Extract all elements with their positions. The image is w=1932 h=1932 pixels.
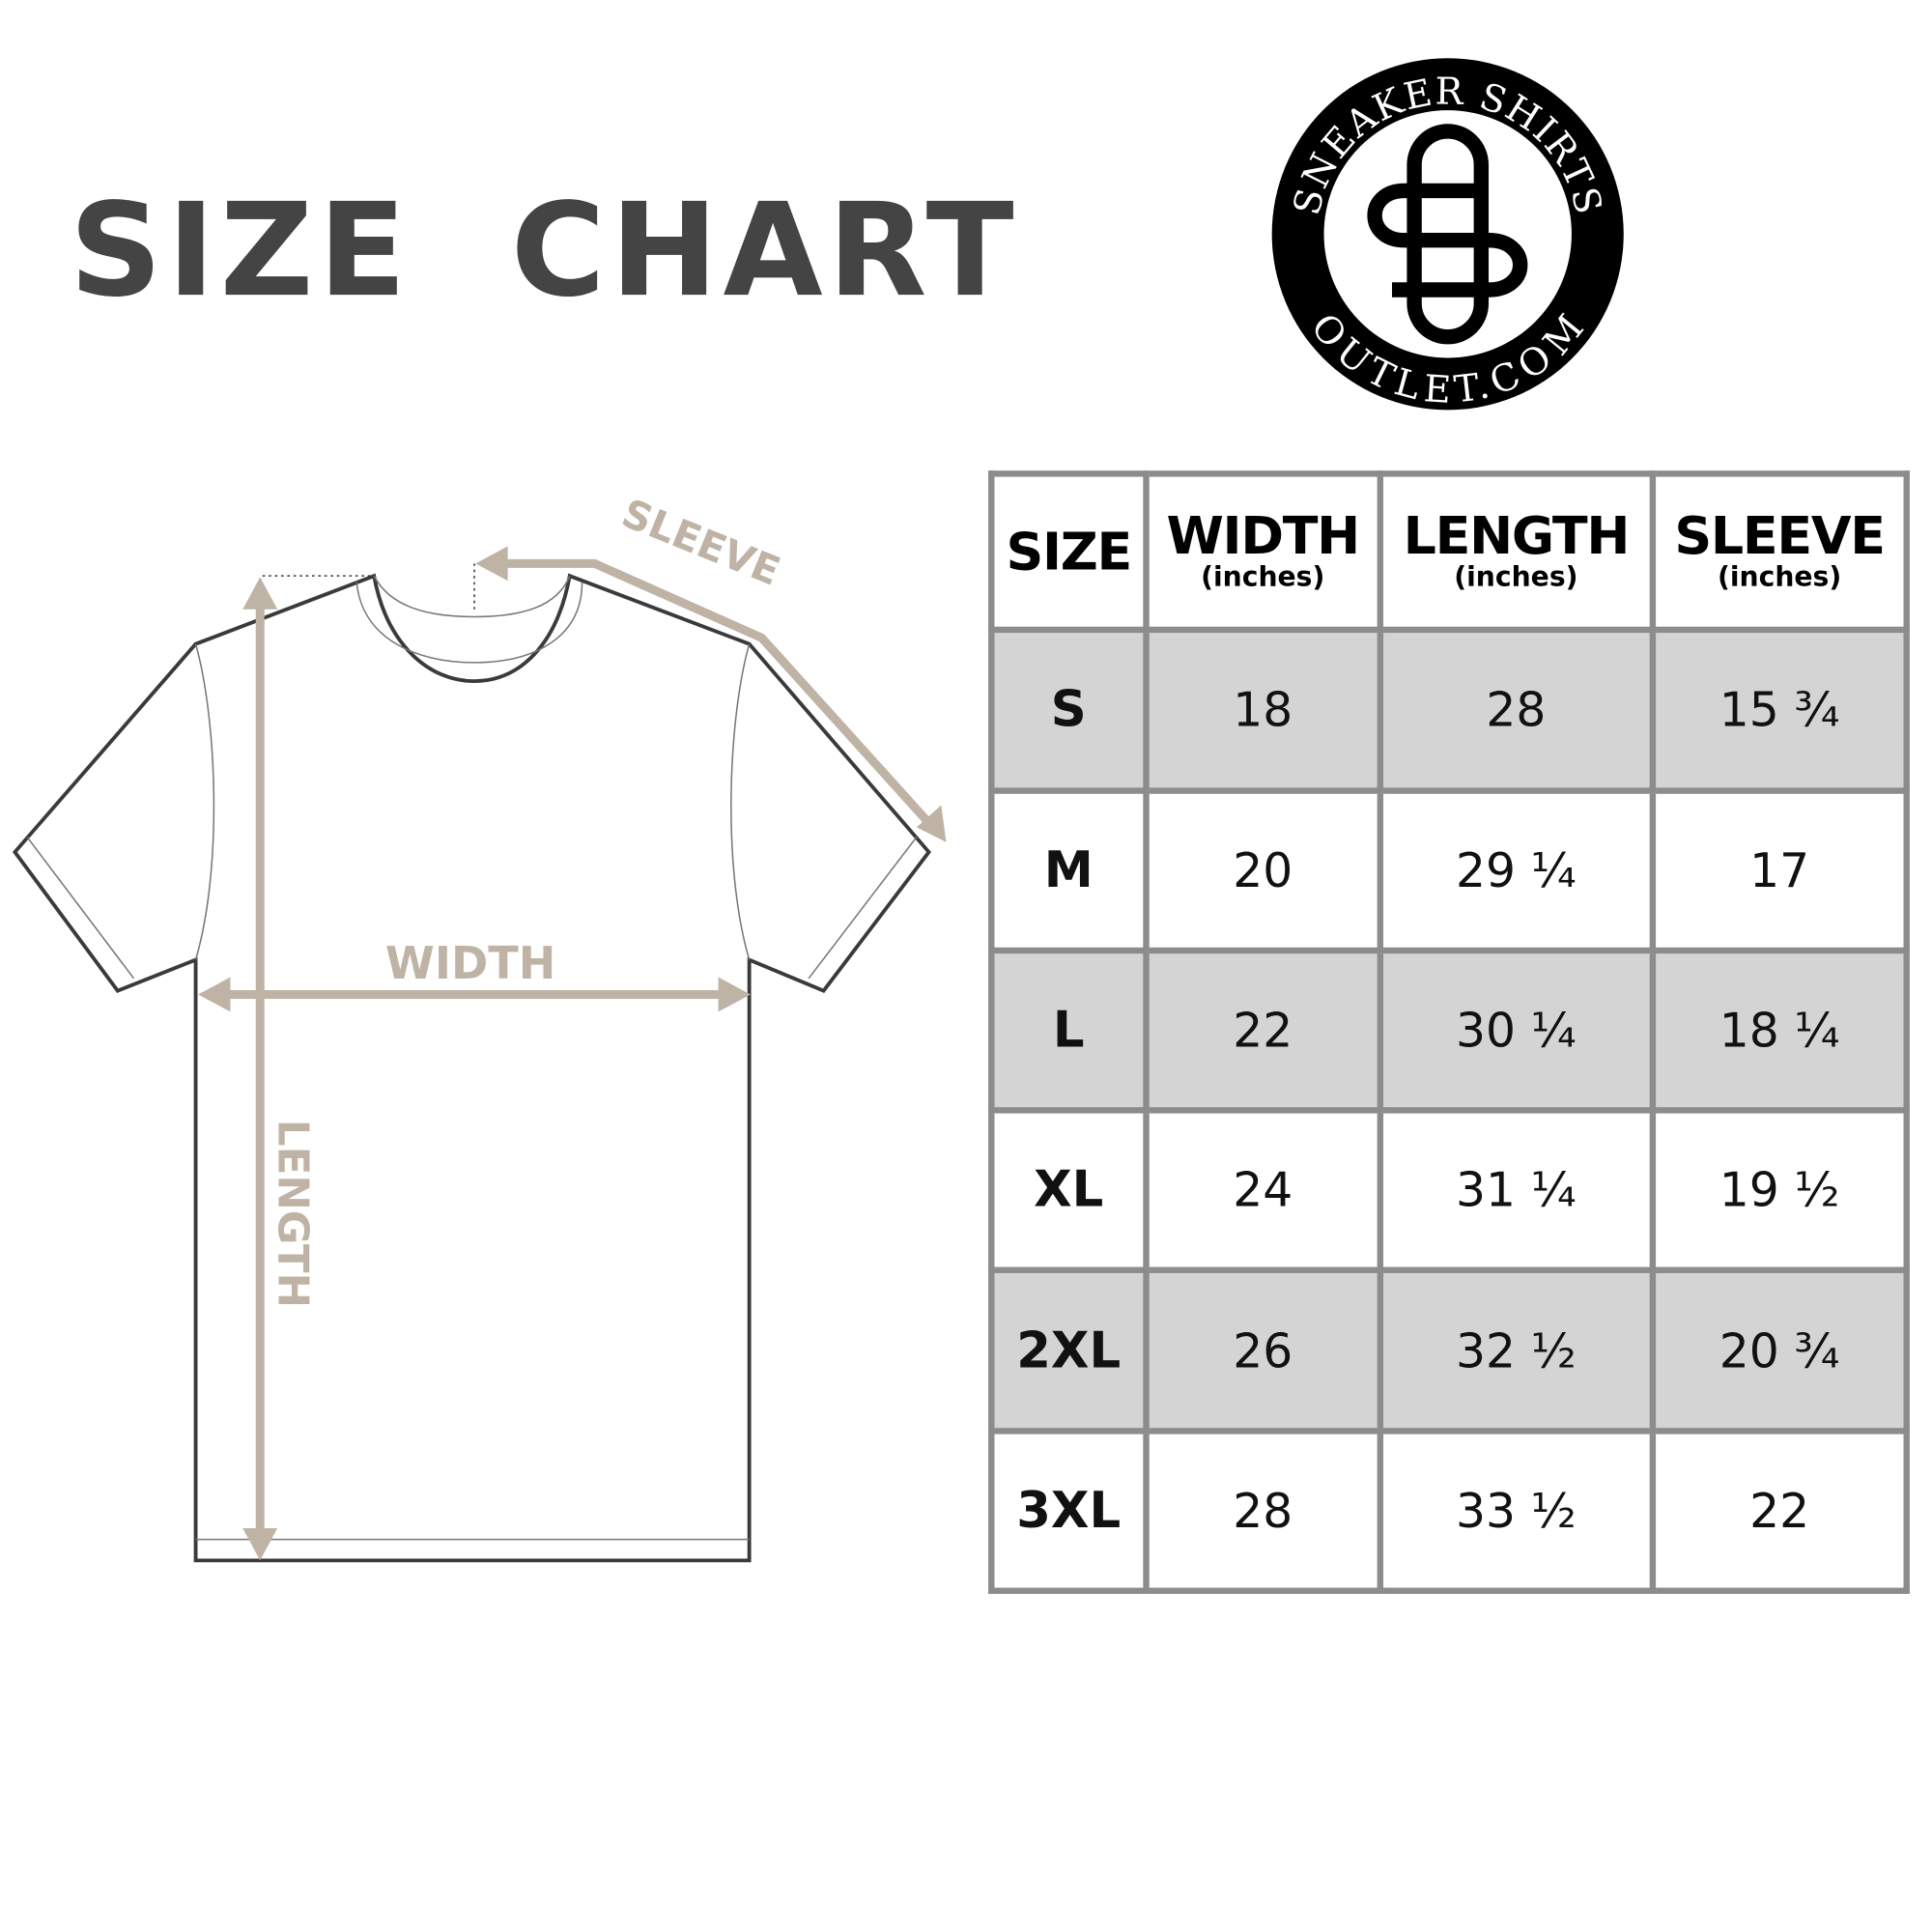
right-sleeve-hem [808,837,918,980]
cell-width: 22 [1142,947,1383,1114]
table-row: M 20 29 ¼ 17 [988,786,1910,953]
length-arrowhead-top [242,577,278,610]
table-row: S 18 28 15 ¾ [988,627,1910,794]
cell-size: M [988,786,1150,953]
cell-sleeve: 20 ¾ [1649,1267,1910,1435]
width-arrowhead-left [198,977,231,1012]
sneaker-shirts-outlet-logo: SNEAKER SHIRTS OUTLET.COM [1271,58,1624,412]
cell-sleeve: 22 [1649,1427,1910,1595]
cell-size: S [988,627,1150,794]
size-table: SIZE WIDTH (inches) LENGTH (inches) SLEEVE… [988,470,1910,1595]
table-header-row: SIZE WIDTH (inches) LENGTH (inches) SLEEVE… [988,470,1910,634]
table-row: 2XL 26 32 ½ 20 ¾ [988,1267,1910,1435]
cell-size: XL [988,1107,1150,1274]
left-sleeve-seam [194,643,215,960]
collar-inner [373,575,571,618]
right-sleeve-seam [730,643,751,960]
cell-size: 2XL [988,1267,1150,1435]
sleeve-arrowhead-right [916,805,947,842]
header-size: SIZE [988,470,1150,634]
header-length: LENGTH (inches) [1377,470,1656,634]
page-title: SIZE CHART [69,174,1019,327]
length-label: LENGTH [268,1120,316,1308]
table-row: L 22 30 ¼ 18 ¼ [988,947,1910,1114]
cell-length: 29 ¼ [1377,786,1656,953]
cell-length: 33 ½ [1377,1427,1656,1595]
width-label: WIDTH [385,937,555,989]
cell-length: 31 ¼ [1377,1107,1656,1274]
left-sleeve-hem [26,837,135,980]
sleeve-label: SLEEVE [615,490,786,595]
cell-sleeve: 17 [1649,786,1910,953]
cell-width: 26 [1142,1267,1383,1435]
cell-length: 32 ½ [1377,1267,1656,1435]
cell-width: 24 [1142,1107,1383,1274]
cell-size: 3XL [988,1427,1150,1595]
monogram-icon [1367,124,1528,345]
cell-size: L [988,947,1150,1114]
sleeve-arrowhead-left [475,546,508,582]
header-sleeve: SLEEVE (inches) [1649,470,1910,634]
cell-sleeve: 19 ½ [1649,1107,1910,1274]
table-row: 3XL 28 33 ½ 22 [988,1427,1910,1595]
table-row: XL 24 31 ¼ 19 ½ [988,1107,1910,1274]
cell-sleeve: 18 ¼ [1649,947,1910,1114]
tshirt-outline [12,573,932,1563]
cell-width: 28 [1142,1427,1383,1595]
cell-length: 30 ¼ [1377,947,1656,1114]
length-arrowhead-bottom [242,1528,278,1561]
sleeve-arrow [493,558,939,833]
header-width: WIDTH (inches) [1142,470,1383,634]
cell-length: 28 [1377,627,1656,794]
cell-width: 20 [1142,786,1383,953]
collar-rib [355,582,583,664]
cell-width: 18 [1142,627,1383,794]
cell-sleeve: 15 ¾ [1649,627,1910,794]
width-arrowhead-right [718,977,751,1012]
